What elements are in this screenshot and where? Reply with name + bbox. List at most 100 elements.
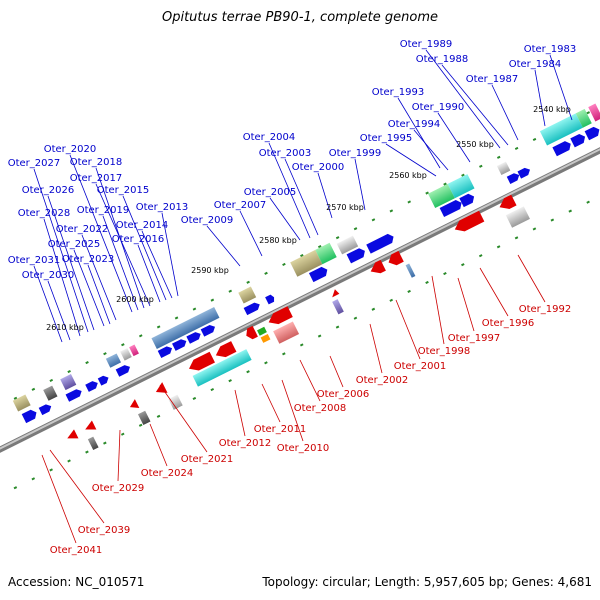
gene-label[interactable]: Oter_2014 bbox=[116, 220, 169, 231]
rail-dot bbox=[103, 441, 107, 445]
leader-line bbox=[441, 64, 509, 146]
rail-dot bbox=[264, 361, 268, 365]
gene-label[interactable]: Oter_1992 bbox=[519, 304, 572, 315]
rail-dot bbox=[282, 262, 286, 266]
gene-label[interactable]: Oter_2022 bbox=[56, 224, 109, 235]
gene-arrow bbox=[439, 200, 462, 217]
gene-block bbox=[192, 349, 252, 387]
gene-arrow bbox=[246, 325, 258, 340]
rail-dot bbox=[443, 182, 447, 186]
gene-arrow bbox=[308, 266, 328, 283]
rail-dot bbox=[353, 227, 358, 231]
map-title: Opitutus terrae PB90-1, complete genome bbox=[161, 10, 439, 25]
gene-block bbox=[43, 385, 58, 401]
leader-line bbox=[47, 280, 71, 341]
gene-block bbox=[315, 242, 337, 265]
guide-rails bbox=[13, 111, 591, 490]
gene-label[interactable]: Oter_2011 bbox=[254, 424, 307, 435]
rail-dot bbox=[138, 334, 143, 338]
gene-label[interactable]: Oter_1990 bbox=[412, 102, 465, 113]
gene-label[interactable]: Oter_2020 bbox=[44, 144, 97, 155]
leader-line bbox=[95, 167, 145, 309]
gene-label[interactable]: Oter_1988 bbox=[416, 54, 469, 65]
gene-arrow bbox=[584, 126, 600, 141]
gene-label[interactable]: Oter_2024 bbox=[141, 468, 194, 479]
gene-label[interactable]: Oter_1999 bbox=[329, 148, 382, 159]
gene-label[interactable]: Oter_1987 bbox=[466, 74, 519, 85]
position-label: 2610 kbp bbox=[46, 323, 84, 332]
leader-line bbox=[117, 429, 121, 482]
gene-label[interactable]: Oter_2019 bbox=[77, 205, 130, 216]
leader-line bbox=[517, 254, 546, 303]
leader-line bbox=[159, 384, 208, 453]
leader-line bbox=[47, 195, 95, 331]
gene-block bbox=[60, 373, 77, 391]
gene-label[interactable]: Oter_2023 bbox=[62, 254, 115, 265]
rail-dot bbox=[532, 227, 537, 231]
gene-label[interactable]: Oter_2039 bbox=[78, 525, 131, 536]
gene-label[interactable]: Oter_2030 bbox=[22, 270, 75, 281]
rail-dot bbox=[317, 245, 322, 249]
gene-label[interactable]: Oter_1995 bbox=[360, 133, 413, 144]
gene-label[interactable]: Oter_1996 bbox=[482, 318, 535, 329]
gene-label[interactable]: Oter_2012 bbox=[219, 438, 272, 449]
gene-label[interactable]: Oter_2007 bbox=[214, 200, 267, 211]
gene-label[interactable]: Oter_2021 bbox=[181, 454, 234, 465]
gene-label[interactable]: Oter_2031 bbox=[8, 255, 61, 266]
gene-arrow bbox=[346, 248, 365, 264]
forward-strand-genes bbox=[12, 103, 600, 424]
gene-label[interactable]: Oter_2041 bbox=[50, 545, 103, 556]
gene-label[interactable]: Oter_2005 bbox=[244, 187, 297, 198]
gene-label[interactable]: Oter_2027 bbox=[8, 158, 61, 169]
gene-label[interactable]: Oter_2006 bbox=[317, 389, 370, 400]
gene-arrow bbox=[97, 375, 109, 386]
rail-dot bbox=[192, 396, 197, 401]
rail-dot bbox=[31, 387, 36, 391]
gene-arrow bbox=[552, 141, 571, 157]
gene-label[interactable]: Oter_1989 bbox=[400, 39, 453, 50]
rail-dot bbox=[443, 271, 447, 276]
gene-label[interactable]: Oter_2028 bbox=[18, 208, 71, 219]
genome-backbone bbox=[0, 127, 600, 473]
gene-block bbox=[238, 286, 257, 304]
gene-label[interactable]: Oter_1993 bbox=[372, 87, 425, 98]
gene-label[interactable]: Oter_1998 bbox=[418, 346, 471, 357]
leader-line bbox=[122, 195, 167, 301]
rail-dot bbox=[586, 200, 590, 204]
gene-label[interactable]: Oter_2008 bbox=[294, 403, 347, 414]
rail-dot bbox=[13, 486, 18, 490]
rail-dot bbox=[479, 164, 483, 168]
rail-dot bbox=[300, 253, 304, 258]
gene-label[interactable]: Oter_2029 bbox=[92, 483, 145, 494]
gene-label[interactable]: Oter_2010 bbox=[277, 443, 330, 454]
gene-label[interactable]: Oter_2016 bbox=[112, 234, 165, 245]
rail-dot bbox=[103, 352, 107, 356]
leader-line bbox=[549, 54, 573, 121]
gene-label[interactable]: Oter_2017 bbox=[70, 173, 123, 184]
rail-dot bbox=[67, 459, 71, 463]
rail-dot bbox=[210, 388, 215, 392]
gene-arrow bbox=[85, 381, 98, 392]
gene-label[interactable]: Oter_1983 bbox=[524, 44, 577, 55]
gene-label[interactable]: Oter_2026 bbox=[22, 185, 75, 196]
gene-label[interactable]: Oter_2000 bbox=[292, 162, 345, 173]
leader-line bbox=[397, 97, 441, 169]
gene-label[interactable]: Oter_1984 bbox=[509, 59, 562, 70]
rail-dot bbox=[228, 289, 233, 293]
gene-block bbox=[428, 183, 455, 209]
gene-label[interactable]: Oter_2018 bbox=[70, 157, 123, 168]
gene-label[interactable]: Oter_2015 bbox=[97, 185, 150, 196]
gene-label[interactable]: Oter_2002 bbox=[356, 375, 409, 386]
leader-line bbox=[299, 359, 321, 402]
gene-label[interactable]: Oter_2001 bbox=[394, 361, 447, 372]
gene-label[interactable]: Oter_2025 bbox=[48, 239, 101, 250]
gene-label[interactable]: Oter_2003 bbox=[259, 148, 312, 159]
gene-label[interactable]: Oter_1994 bbox=[388, 119, 441, 130]
gene-label[interactable]: Oter_1997 bbox=[448, 333, 501, 344]
leader-line bbox=[317, 172, 333, 219]
gene-label[interactable]: Oter_2004 bbox=[243, 132, 296, 143]
gene-label[interactable]: Oter_2013 bbox=[136, 202, 189, 213]
leader-line bbox=[425, 49, 501, 149]
rail-dot bbox=[174, 316, 179, 320]
gene-label[interactable]: Oter_2009 bbox=[181, 215, 234, 226]
